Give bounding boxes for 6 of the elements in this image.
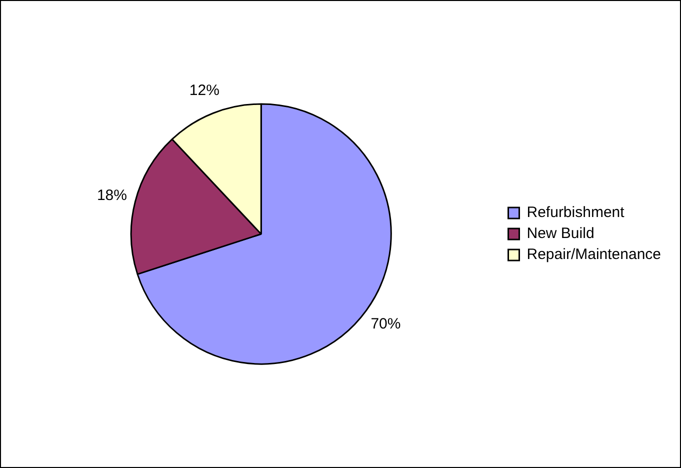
legend-label: Refurbishment xyxy=(526,204,626,222)
data-label: 18% xyxy=(96,186,127,204)
data-label: 70% xyxy=(370,316,401,333)
data-label: 12% xyxy=(189,82,220,99)
legend-label: Repair/Maintenance xyxy=(526,246,662,264)
legend-label: New Build xyxy=(526,225,594,242)
